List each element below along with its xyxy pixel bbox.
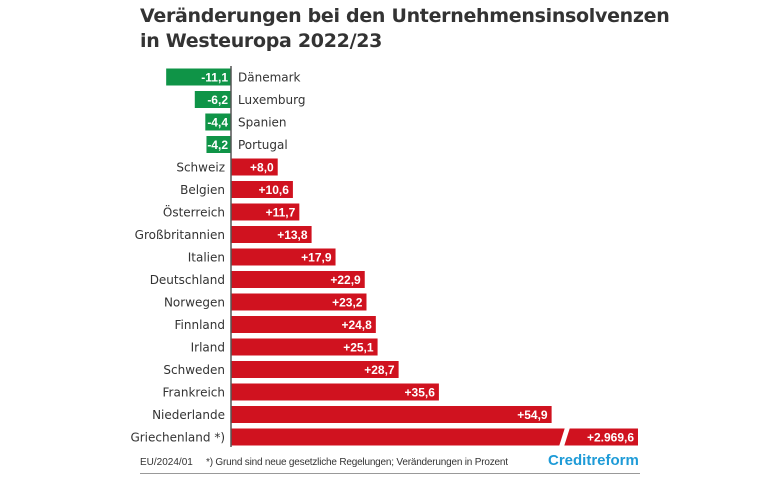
chart-title: Veränderungen bei den Unternehmensinsolv… [140,4,670,54]
data-label-12: +25,1 [343,341,374,355]
data-label-4: +8,0 [250,161,274,175]
bar-3 [206,136,231,153]
data-label-14: +35,6 [405,386,436,400]
bar-12 [231,338,378,356]
data-label-16: +2.969,6 [587,431,634,445]
creditreform-logo: Creditreform [548,452,639,469]
data-label-2: -4,4 [207,116,228,130]
bar-4 [231,158,278,176]
category-label-0: Dänemark [238,71,301,85]
category-label-4: Schweiz [176,161,225,175]
category-label-6: Österreich [163,204,225,220]
data-label-8: +17,9 [301,251,332,265]
category-label-11: Finnland [175,318,225,332]
category-label-5: Belgien [180,183,225,197]
category-label-1: Luxemburg [238,93,305,107]
data-label-11: +24,8 [341,318,372,332]
bar-15 [231,406,552,423]
data-label-0: -11,1 [201,71,228,85]
title-line-1: Veränderungen bei den Unternehmensinsolv… [140,5,670,27]
bar-2 [205,113,231,131]
data-label-1: -6,2 [207,93,228,107]
category-label-2: Spanien [238,116,287,130]
category-label-8: Italien [188,251,225,265]
title-line-2: in Westeuropa 2022/23 [140,30,383,52]
category-label-9: Deutschland [150,273,225,287]
bar-10 [231,293,367,311]
bar-9 [231,271,365,288]
data-label-3: -4,2 [207,138,228,152]
data-label-9: +22,9 [330,273,361,287]
bar-0 [166,68,231,86]
data-label-6: +11,7 [266,206,296,220]
bar-13 [231,361,399,378]
data-label-5: +10,6 [259,183,290,197]
bar-16 [231,428,638,446]
category-label-10: Norwegen [164,296,225,310]
category-label-16: Griechenland *) [130,431,225,445]
category-label-15: Niederlande [152,408,225,422]
footer-note: *) Grund sind neue gesetzliche Regelunge… [206,457,508,468]
bar-11 [231,316,376,333]
data-label-10: +23,2 [332,296,363,310]
category-label-14: Frankreich [163,386,225,400]
category-label-3: Portugal [238,138,288,152]
category-label-13: Schweden [163,363,225,377]
bar-6 [231,203,300,221]
footer-rule [140,473,640,474]
bar-1 [194,91,231,108]
bar-5 [231,181,293,198]
category-label-12: Irland [191,341,225,355]
footer-code: EU/2024/01 [140,457,193,468]
axis-break-mark [559,427,570,447]
data-label-7: +13,8 [277,228,308,242]
bar-14 [231,383,439,401]
data-label-15: +54,9 [517,408,548,422]
data-label-13: +28,7 [364,363,395,377]
bar-7 [231,226,312,243]
bar-8 [231,248,336,266]
category-label-7: Großbritannien [135,228,225,242]
